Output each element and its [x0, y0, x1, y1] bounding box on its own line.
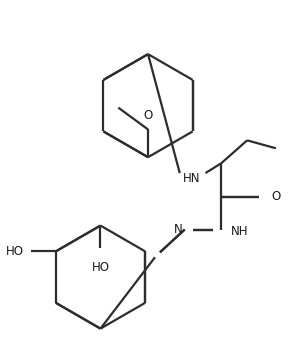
Text: O: O — [143, 109, 153, 121]
Text: O: O — [271, 190, 280, 203]
Text: HN: HN — [183, 171, 200, 185]
Text: NH: NH — [231, 225, 248, 238]
Text: HO: HO — [6, 245, 24, 258]
Text: N: N — [174, 223, 183, 236]
Text: HO: HO — [92, 261, 109, 274]
